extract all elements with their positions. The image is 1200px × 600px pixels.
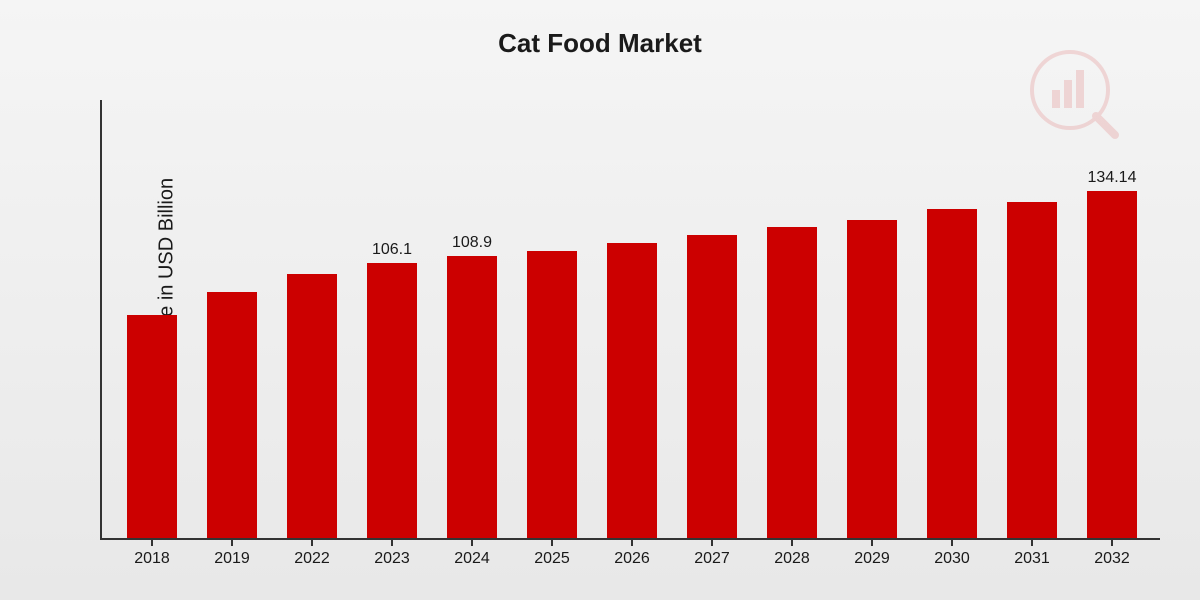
- bar-wrap: [512, 247, 592, 538]
- x-tick-label: 2029: [832, 550, 912, 568]
- x-tick-label: 2019: [192, 550, 272, 568]
- bar-wrap: [112, 311, 192, 538]
- bar: [287, 274, 337, 538]
- chart-title: Cat Food Market: [0, 0, 1200, 59]
- bar: [207, 292, 257, 538]
- x-tick: [711, 538, 713, 546]
- bar: [447, 256, 497, 538]
- x-tick-label: 2026: [592, 550, 672, 568]
- x-tick: [551, 538, 553, 546]
- bar: [127, 315, 177, 538]
- bar-wrap: [752, 223, 832, 538]
- bars-group: 106.1 108.9 134.14: [102, 98, 1162, 538]
- x-tick-label: 2018: [112, 550, 192, 568]
- x-tick: [391, 538, 393, 546]
- bar-value-label: 108.9: [452, 234, 492, 252]
- bar-wrap: [272, 270, 352, 538]
- x-tick-label: 2032: [1072, 550, 1152, 568]
- bar-wrap: [992, 198, 1072, 538]
- bar: [1087, 191, 1137, 538]
- x-tick-label: 2022: [272, 550, 352, 568]
- x-tick-label: 2025: [512, 550, 592, 568]
- x-tick: [471, 538, 473, 546]
- plot-area: 106.1108.9134.14 20182019202220232024202…: [100, 100, 1160, 540]
- x-tick-label: 2030: [912, 550, 992, 568]
- x-tick: [231, 538, 233, 546]
- bar-wrap: [912, 205, 992, 538]
- bar: [607, 243, 657, 538]
- bar-wrap: [192, 288, 272, 538]
- chart-container: 106.1108.9134.14 20182019202220232024202…: [100, 100, 1160, 540]
- x-tick: [951, 538, 953, 546]
- bar: [687, 235, 737, 538]
- x-tick-label: 2028: [752, 550, 832, 568]
- x-tick-label: 2023: [352, 550, 432, 568]
- bar: [367, 263, 417, 538]
- x-tick: [871, 538, 873, 546]
- bar-value-label: 134.14: [1088, 169, 1137, 187]
- x-tick: [1031, 538, 1033, 546]
- x-tick: [311, 538, 313, 546]
- x-tick-label: 2027: [672, 550, 752, 568]
- bar: [1007, 202, 1057, 538]
- x-axis-labels: 2018201920222023202420252026202720282029…: [102, 550, 1162, 568]
- bar-wrap: 106.1: [352, 241, 432, 538]
- bar-wrap: 108.9: [432, 234, 512, 538]
- bar-wrap: [832, 216, 912, 538]
- bar-wrap: 134.14: [1072, 169, 1152, 538]
- bar-wrap: [592, 239, 672, 538]
- x-tick: [151, 538, 153, 546]
- x-tick: [631, 538, 633, 546]
- x-tick-label: 2024: [432, 550, 512, 568]
- bar-value-label: 106.1: [372, 241, 412, 259]
- bar: [927, 209, 977, 538]
- x-tick-label: 2031: [992, 550, 1072, 568]
- x-tick: [1111, 538, 1113, 546]
- bar: [847, 220, 897, 538]
- bar: [527, 251, 577, 538]
- x-tick: [791, 538, 793, 546]
- bar-wrap: [672, 231, 752, 538]
- bar: [767, 227, 817, 538]
